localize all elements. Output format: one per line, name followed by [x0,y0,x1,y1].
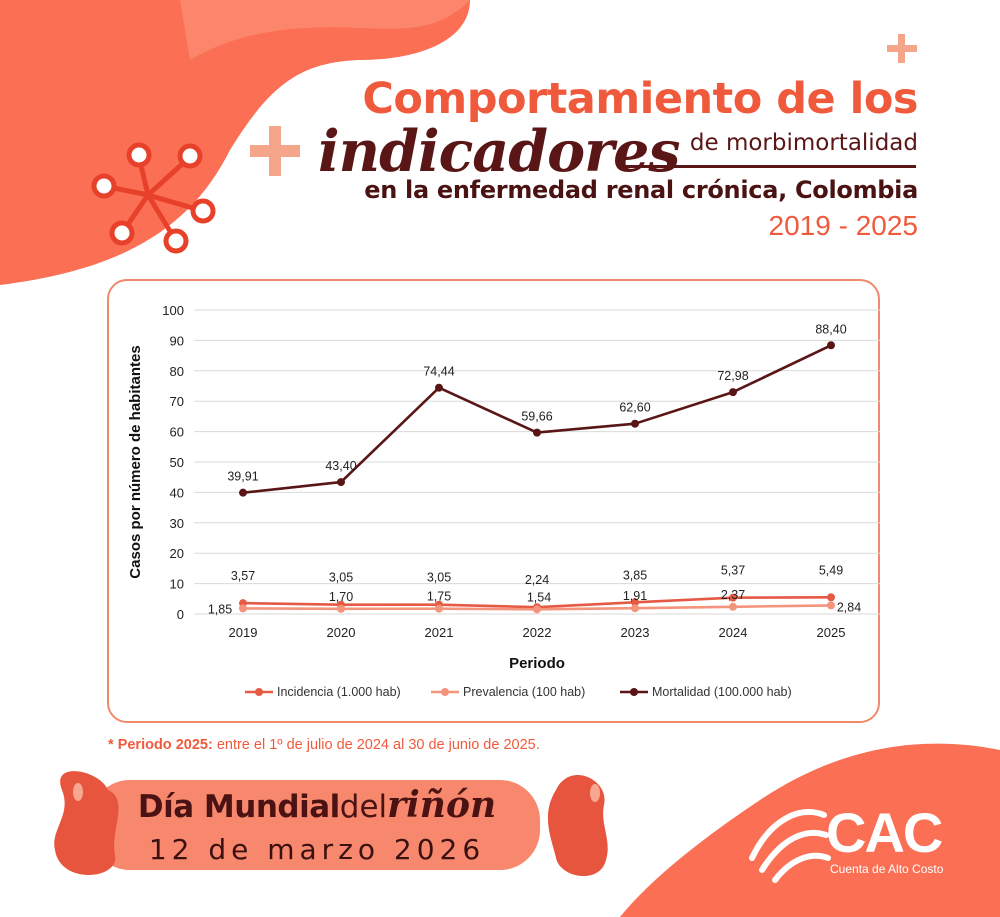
data-label-mortalidad: 72,98 [717,369,748,383]
y-tick-label: 30 [170,516,184,531]
x-tick-label: 2021 [425,625,454,640]
banner-title-del: del [339,789,388,825]
y-tick-label: 80 [170,364,184,379]
data-label-prevalencia: 2,84 [837,600,861,614]
data-point [337,478,345,487]
legend-marker [255,688,263,696]
title-line-2-suffix: de morbimortalidad [689,130,918,156]
data-label-prevalencia: 1,70 [329,590,353,604]
footnote-text: entre el 1º de julio de 2024 al 30 de ju… [216,737,540,753]
y-tick-label: 0 [177,607,184,622]
legend-marker [630,688,638,696]
footnote-bold: Periodo 2025: [117,737,213,753]
y-tick-label: 70 [170,394,184,409]
data-label-mortalidad: 74,44 [423,365,454,379]
data-point [827,601,835,610]
footnote: * Periodo 2025: entre el 1º de julio de … [108,737,540,753]
title-years: 2019 - 2025 [768,210,918,241]
x-axis-title: Periodo [509,655,565,672]
cac-logo-icon [749,809,831,883]
data-label-mortalidad: 88,40 [815,322,846,336]
data-label-incidencia: 5,49 [819,563,843,577]
data-label-prevalencia: 1,75 [427,590,451,604]
data-point [435,604,443,613]
data-point [729,593,737,602]
y-axis-title: Casos por número de habitantes [127,345,144,578]
data-label-prevalencia: 1,85 [208,602,232,616]
data-label-incidencia: 5,37 [721,564,745,578]
data-label-incidencia: 3,85 [623,568,647,582]
data-label-prevalencia: 1,91 [623,589,647,603]
data-point [533,605,541,614]
data-point [533,428,541,437]
banner-title-bold: Día Mundial [137,789,340,825]
x-tick-label: 2025 [817,625,846,640]
data-label-mortalidad: 43,40 [325,459,356,473]
legend-label: Incidencia (1.000 hab) [277,685,401,699]
y-tick-label: 90 [170,333,184,348]
banner-title-italic: riñón [387,784,497,826]
data-label-mortalidad: 62,60 [619,401,650,415]
y-tick-label: 40 [170,485,184,500]
x-tick-label: 2023 [621,625,650,640]
data-point [631,604,639,613]
x-tick-label: 2020 [327,625,356,640]
data-label-incidencia: 3,05 [329,571,353,585]
x-tick-label: 2024 [719,625,748,640]
data-label-mortalidad: 59,66 [521,410,552,424]
data-point [631,419,639,428]
title-underline [620,165,916,168]
logo-name: CAC [826,801,943,864]
plus-icon-small [887,34,917,63]
y-tick-label: 50 [170,455,184,470]
banner-date: 12 de marzo 2026 [148,833,486,866]
top-left-blob [0,0,470,285]
data-point [239,604,247,613]
plus-icon [250,126,300,176]
chart-card: 0 10 20 30 40 50 60 70 80 90 100 2019 2020 2021 2022 20… [107,279,880,723]
data-point [729,602,737,611]
logo-subtitle: Cuenta de Alto Costo [830,862,944,876]
data-label-incidencia: 2,24 [525,573,549,587]
y-tick-label: 10 [170,577,184,592]
line-chart: 0 10 20 30 40 50 60 70 80 90 100 2019 2020 2021 2022 20… [127,303,880,699]
title-line-2: indicadores [318,118,681,185]
top-left-blob-light [180,0,470,60]
data-point [729,388,737,397]
data-point [239,488,247,497]
data-label-prevalencia: 1,54 [527,590,551,604]
legend-marker [441,688,449,696]
y-tick-label: 60 [170,425,184,440]
title-line-3: en la enfermedad renal crónica, Colombia [364,176,918,204]
data-label-incidencia: 3,57 [231,569,255,583]
data-point [435,383,443,392]
banner-title: Día Mundialdelriñón [112,784,522,826]
legend-label: Mortalidad (100.000 hab) [652,685,792,699]
data-label-incidencia: 3,05 [427,571,451,585]
banner-shape [54,771,608,877]
y-tick-label: 100 [162,303,184,318]
x-tick-label: 2019 [229,625,258,640]
footnote-marker: * [108,737,114,753]
data-label-mortalidad: 39,91 [227,470,258,484]
data-point [631,598,639,607]
data-point [337,604,345,613]
data-point [827,593,835,602]
x-tick-label: 2022 [523,625,552,640]
y-tick-label: 20 [170,546,184,561]
title-line-1: Comportamiento de los [362,74,918,124]
molecule-icon [91,142,216,254]
legend-label: Prevalencia (100 hab) [463,685,585,699]
data-point [827,341,835,350]
data-label-prevalencia: 2,37 [721,588,745,602]
